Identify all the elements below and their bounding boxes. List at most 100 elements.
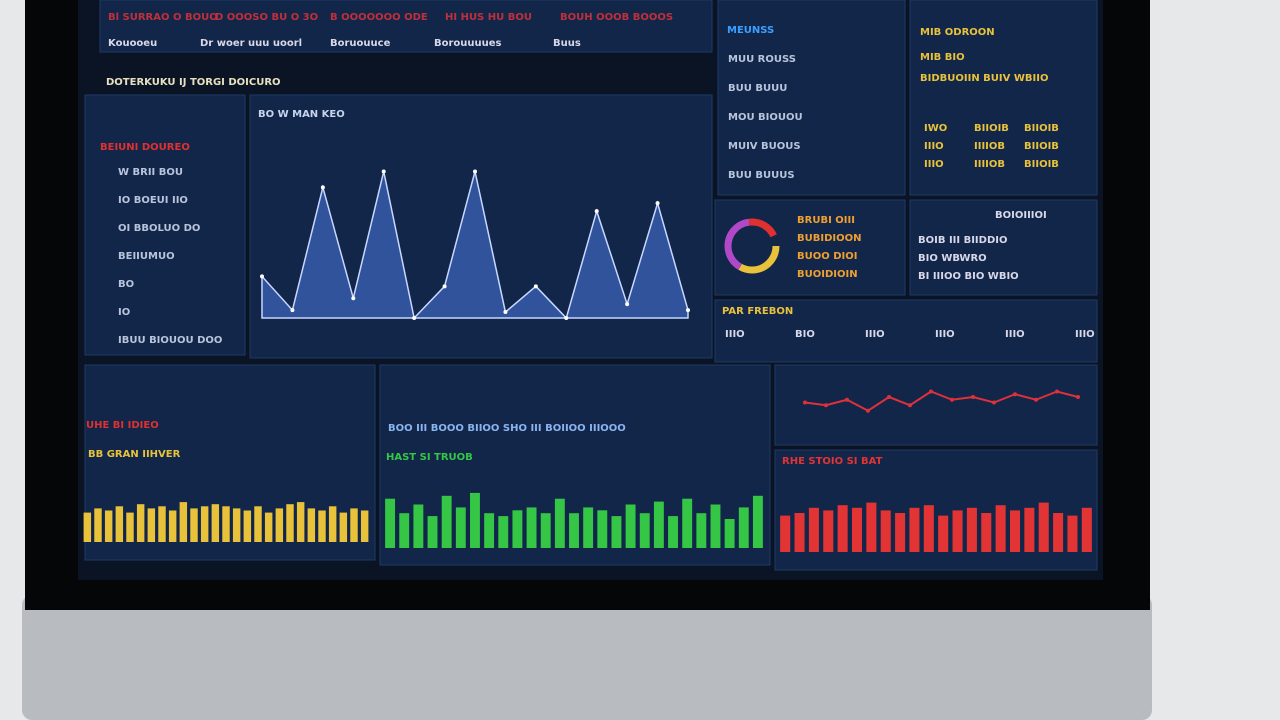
bar — [200, 506, 209, 542]
donut-panel — [714, 199, 906, 296]
panel-row: IIIO — [1005, 329, 1025, 340]
point — [929, 389, 933, 394]
bar — [126, 512, 134, 542]
bar — [880, 510, 891, 552]
panel-row: MUIV BUOUS — [728, 141, 801, 152]
bar — [668, 516, 678, 548]
panel-row: IIIO — [865, 329, 885, 340]
bar — [625, 504, 636, 548]
cell: BIIOIB — [1024, 123, 1059, 134]
right-d-panel — [909, 199, 1098, 296]
header-top-item: D OOOSO BU O 3O — [215, 12, 318, 23]
panel-title: PAR FREBON — [722, 306, 793, 317]
panel-row: IIIO — [935, 329, 955, 340]
panel-row: IBUU BIOUOU DOO — [118, 335, 222, 346]
bar — [909, 507, 920, 552]
point — [503, 310, 508, 315]
bar — [360, 510, 369, 542]
point — [887, 395, 891, 399]
bar — [952, 510, 963, 552]
bar — [179, 502, 188, 542]
point — [971, 395, 975, 399]
left-panel — [84, 94, 246, 356]
point — [1013, 392, 1017, 397]
bar — [168, 510, 177, 542]
cell: IIIIOB — [974, 159, 1005, 170]
bar — [243, 510, 252, 542]
bar — [526, 507, 537, 548]
bar — [1009, 510, 1021, 552]
bar — [441, 495, 452, 548]
point — [908, 403, 912, 408]
right-e-panel — [714, 299, 1098, 363]
bar — [328, 506, 337, 542]
bar — [554, 498, 565, 548]
bar — [222, 506, 230, 542]
point — [381, 169, 386, 174]
panel-row: MUU ROUSS — [728, 54, 796, 65]
point — [564, 316, 569, 320]
panel-row: W BRII BOU — [118, 167, 183, 178]
bar — [808, 507, 819, 552]
point — [1076, 395, 1080, 399]
panel-row: BI IIIOO BIO WBIO — [918, 271, 1019, 282]
chart-title: BB GRAN IIHVER — [88, 449, 181, 460]
panel-row: MOU BIOUOU — [728, 112, 803, 123]
bar — [286, 504, 294, 542]
point — [533, 284, 538, 289]
chart-title: RHE STOIO SI BAT — [782, 456, 883, 467]
donut-label: BUBIDIOON — [797, 233, 861, 244]
point — [1034, 397, 1038, 402]
point — [845, 397, 849, 402]
point — [442, 284, 447, 289]
bar — [470, 492, 480, 548]
bar — [413, 504, 424, 548]
bar — [780, 515, 791, 552]
right-b-panel — [909, 0, 1098, 196]
bar — [1081, 507, 1092, 552]
cell: BIIOIB — [1024, 159, 1059, 170]
bar — [794, 513, 805, 552]
cell: BIIOIB — [974, 123, 1009, 134]
bar — [350, 508, 358, 542]
point — [290, 308, 295, 313]
bar — [190, 508, 198, 542]
bar — [254, 506, 262, 542]
cell: IIIO — [924, 141, 944, 152]
bar — [653, 501, 664, 548]
bar — [738, 507, 749, 548]
panel-row: BO — [118, 279, 134, 290]
point — [866, 408, 870, 413]
bar — [104, 510, 113, 542]
point — [803, 400, 807, 405]
bar — [399, 513, 410, 548]
panel-title: UHE BI IDIEO — [86, 420, 159, 431]
chart-title: HAST SI TRUOB — [386, 452, 473, 463]
panel-title: MEUNSS — [727, 25, 774, 36]
bar — [611, 516, 622, 548]
bar — [995, 505, 1006, 552]
line — [804, 390, 1079, 412]
point — [992, 400, 996, 405]
bar — [866, 502, 877, 552]
bar — [232, 508, 241, 542]
bar — [147, 508, 156, 542]
point — [594, 209, 599, 214]
point — [950, 397, 954, 402]
point — [824, 403, 828, 408]
bar — [851, 507, 863, 552]
point — [1055, 389, 1059, 394]
bar — [569, 513, 579, 548]
panel-row: IIIO — [1075, 329, 1095, 340]
bar — [837, 505, 848, 552]
bar — [1024, 507, 1035, 552]
point — [625, 302, 630, 307]
chart-title: BO W MAN KEO — [258, 109, 345, 120]
donut-arc — [724, 218, 780, 274]
bar — [115, 506, 124, 542]
bar — [512, 510, 523, 548]
panel-row: OI BBOLUO DO — [118, 223, 200, 234]
panel-title: MIB ODROON — [920, 27, 995, 38]
bar — [83, 512, 92, 542]
bar — [597, 510, 608, 548]
